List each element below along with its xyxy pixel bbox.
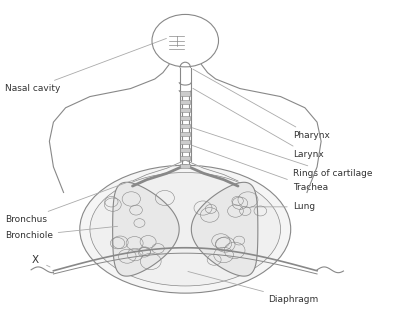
Bar	[180, 132, 190, 136]
Text: Pharynx: Pharynx	[193, 69, 330, 140]
Polygon shape	[191, 182, 258, 276]
Bar	[180, 91, 190, 96]
Bar	[180, 140, 190, 144]
Text: Larynx: Larynx	[193, 88, 324, 159]
Text: Lung: Lung	[251, 202, 315, 211]
Ellipse shape	[90, 172, 280, 286]
Bar	[180, 100, 190, 104]
Bar	[180, 156, 190, 160]
Text: Diaphragm: Diaphragm	[188, 272, 319, 304]
Ellipse shape	[80, 165, 291, 293]
Bar	[180, 164, 190, 169]
Bar	[180, 148, 190, 152]
Bar	[180, 116, 190, 120]
Text: Bronchus: Bronchus	[5, 181, 132, 224]
Text: Nasal cavity: Nasal cavity	[5, 39, 166, 93]
Text: Trachea: Trachea	[193, 145, 328, 192]
Text: Bronchiole: Bronchiole	[5, 226, 118, 240]
Text: X: X	[32, 255, 39, 265]
Bar	[180, 124, 190, 128]
Bar	[180, 108, 190, 112]
Text: Rings of cartilage: Rings of cartilage	[193, 128, 372, 178]
Polygon shape	[113, 182, 179, 276]
